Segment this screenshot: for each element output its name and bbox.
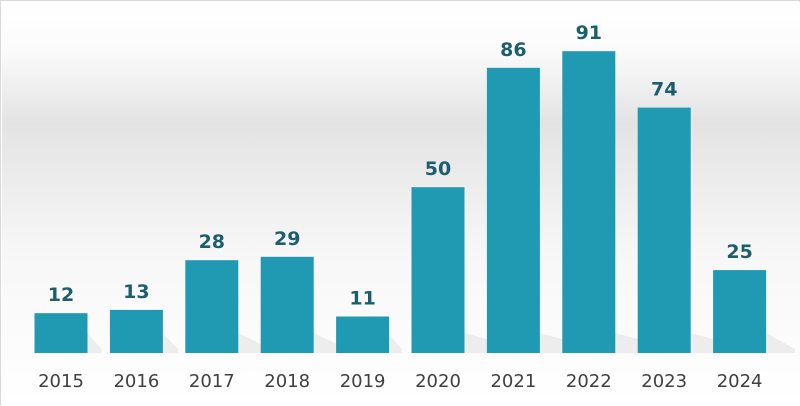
value-label-2018: 29 <box>274 228 300 250</box>
x-tick-label-2017: 2017 <box>189 371 235 392</box>
bar-shadow <box>766 333 796 353</box>
value-label-2017: 28 <box>199 231 225 253</box>
x-tick-label-2020: 2020 <box>415 371 461 392</box>
x-tick-label-2015: 2015 <box>38 371 84 392</box>
bar-shadow <box>87 333 102 353</box>
bar-2018 <box>260 256 314 353</box>
bar-2023 <box>637 107 691 353</box>
x-axis-tick-labels: 2015 2016 2017 2018 2019 2020 2021 2022 2023 2024 <box>38 371 762 392</box>
bar-2022 <box>562 51 616 353</box>
bar-2015 <box>34 313 88 353</box>
bar-2019 <box>336 316 390 353</box>
x-tick-label-2022: 2022 <box>566 371 612 392</box>
value-label-2024: 25 <box>726 241 752 263</box>
x-tick-label-2024: 2024 <box>717 371 763 392</box>
bar-2016 <box>109 309 163 353</box>
bar-2017 <box>185 260 239 353</box>
x-tick-label-2021: 2021 <box>490 371 536 392</box>
bar-shadow <box>389 334 402 353</box>
value-label-2023: 74 <box>651 79 677 101</box>
x-tick-label-2016: 2016 <box>113 371 159 392</box>
value-label-2016: 13 <box>123 281 149 303</box>
value-label-2020: 50 <box>425 158 451 180</box>
bar-shadow <box>162 333 178 353</box>
value-label-2015: 12 <box>48 284 74 306</box>
x-tick-label-2018: 2018 <box>264 371 310 392</box>
x-tick-label-2019: 2019 <box>340 371 386 392</box>
bar-2020 <box>411 187 465 353</box>
x-tick-label-2023: 2023 <box>641 371 687 392</box>
bars <box>34 51 767 354</box>
value-label-2019: 11 <box>349 288 375 310</box>
bar-2024 <box>713 270 767 353</box>
value-labels: 12 13 28 29 11 50 86 91 74 25 <box>48 22 753 309</box>
value-label-2021: 86 <box>500 39 526 61</box>
value-label-2022: 91 <box>576 22 602 44</box>
bar-2021 <box>486 67 540 354</box>
